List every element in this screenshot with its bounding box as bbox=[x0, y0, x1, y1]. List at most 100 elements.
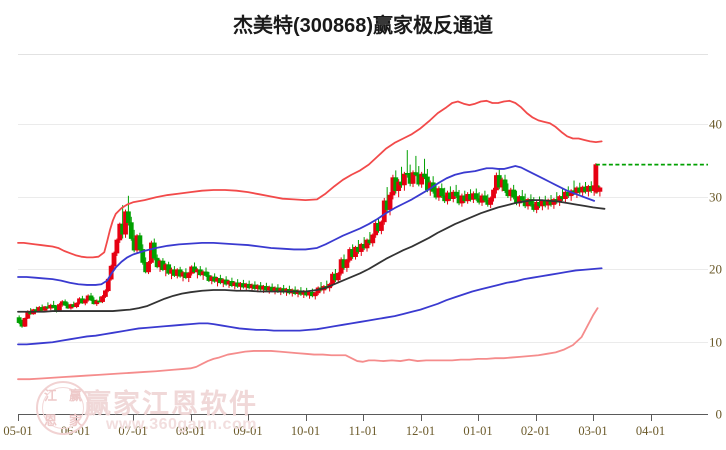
candle-body bbox=[203, 271, 209, 276]
candlestick bbox=[358, 242, 364, 256]
candle-body bbox=[281, 288, 287, 293]
candle-body bbox=[514, 196, 519, 204]
candle-body bbox=[284, 288, 289, 293]
candle-body bbox=[97, 300, 103, 303]
candle-body bbox=[364, 239, 370, 249]
candlestick bbox=[275, 284, 281, 293]
candle-body bbox=[419, 173, 425, 185]
plot-top-border bbox=[18, 54, 708, 55]
candlestick bbox=[473, 188, 479, 201]
candle-body bbox=[505, 190, 511, 197]
x-axis-label-12-01: 12-01 bbox=[405, 424, 436, 438]
candle-body bbox=[200, 271, 206, 276]
candle-body bbox=[338, 259, 344, 274]
candle-body bbox=[593, 164, 599, 193]
candlestick bbox=[88, 292, 94, 301]
y-axis-label-20: 20 bbox=[709, 261, 722, 277]
candlestick bbox=[502, 174, 508, 193]
y-axis-label-10: 10 bbox=[709, 334, 722, 349]
candle-body bbox=[189, 266, 195, 274]
candlestick bbox=[249, 283, 255, 292]
candle-body bbox=[91, 299, 97, 305]
candlestick bbox=[266, 285, 272, 294]
brand-logo-watermark: 江赢恩家 bbox=[36, 381, 90, 435]
candlestick bbox=[65, 302, 71, 309]
candlestick bbox=[215, 276, 220, 287]
candlestick bbox=[186, 271, 192, 283]
candle-body bbox=[436, 188, 442, 198]
candlestick bbox=[85, 294, 91, 302]
candlestick bbox=[453, 184, 459, 198]
candle-body bbox=[206, 275, 212, 281]
candlestick bbox=[427, 180, 433, 196]
candle-body bbox=[493, 175, 499, 191]
candle-body bbox=[235, 282, 241, 287]
candle-body bbox=[327, 283, 333, 289]
candlestick bbox=[278, 287, 284, 296]
candle-body bbox=[223, 279, 229, 285]
candle-body bbox=[120, 223, 126, 235]
candle-body bbox=[580, 186, 586, 193]
candlestick bbox=[496, 168, 502, 190]
candlestick bbox=[292, 286, 298, 296]
candle-body bbox=[151, 242, 157, 259]
candlestick bbox=[126, 195, 131, 226]
candlestick bbox=[48, 303, 54, 311]
candlestick bbox=[255, 284, 261, 293]
candle-body bbox=[31, 309, 36, 315]
candlestick bbox=[378, 220, 384, 235]
candle-body bbox=[146, 262, 151, 273]
candle-body bbox=[574, 187, 580, 194]
candle-body bbox=[571, 190, 577, 194]
candle-body bbox=[238, 283, 243, 287]
candle-body bbox=[65, 304, 71, 309]
candle-body bbox=[588, 186, 594, 192]
candlestick bbox=[22, 317, 28, 327]
candlestick bbox=[525, 197, 531, 210]
candle-body bbox=[399, 181, 404, 186]
candle-body bbox=[209, 276, 215, 281]
candle-body bbox=[353, 246, 358, 257]
candle-body bbox=[585, 186, 591, 192]
candlestick bbox=[25, 310, 31, 320]
candle-body bbox=[410, 172, 416, 184]
candle-body bbox=[502, 179, 508, 191]
candle-body bbox=[330, 273, 335, 285]
candle-body bbox=[488, 197, 494, 205]
candlestick bbox=[238, 282, 243, 291]
candle-body bbox=[522, 199, 528, 207]
candlestick bbox=[307, 290, 312, 299]
candlestick bbox=[330, 271, 335, 287]
candle-body bbox=[577, 187, 583, 193]
x-axis-tick-05-01 bbox=[18, 414, 19, 421]
candlestick bbox=[335, 271, 341, 283]
candlestick bbox=[580, 185, 586, 198]
x-axis-label-02-01: 02-01 bbox=[520, 424, 551, 438]
candle-body bbox=[59, 301, 65, 305]
candle-body bbox=[266, 286, 272, 291]
candle-body bbox=[111, 252, 117, 267]
candlestick bbox=[128, 216, 134, 241]
candlestick bbox=[241, 279, 246, 289]
candlestick bbox=[401, 171, 407, 191]
candlestick bbox=[551, 197, 557, 209]
candle-body bbox=[243, 283, 249, 288]
candle-body bbox=[22, 317, 28, 327]
gridline-40 bbox=[18, 124, 708, 125]
candle-body bbox=[381, 200, 387, 223]
candle-body bbox=[56, 304, 62, 312]
candlestick bbox=[137, 232, 143, 252]
candlestick bbox=[522, 193, 528, 209]
candle-body bbox=[275, 287, 281, 292]
candle-body bbox=[28, 311, 34, 315]
candlestick bbox=[71, 301, 77, 308]
candlestick bbox=[226, 279, 232, 288]
candlestick bbox=[36, 305, 42, 313]
candlestick bbox=[499, 177, 505, 192]
band-line-2 bbox=[17, 199, 606, 313]
candle-body bbox=[68, 304, 74, 309]
candle-body bbox=[341, 259, 347, 268]
candlestick bbox=[108, 264, 114, 281]
candlestick bbox=[476, 192, 482, 205]
x-axis-tick-04-01 bbox=[651, 414, 652, 421]
